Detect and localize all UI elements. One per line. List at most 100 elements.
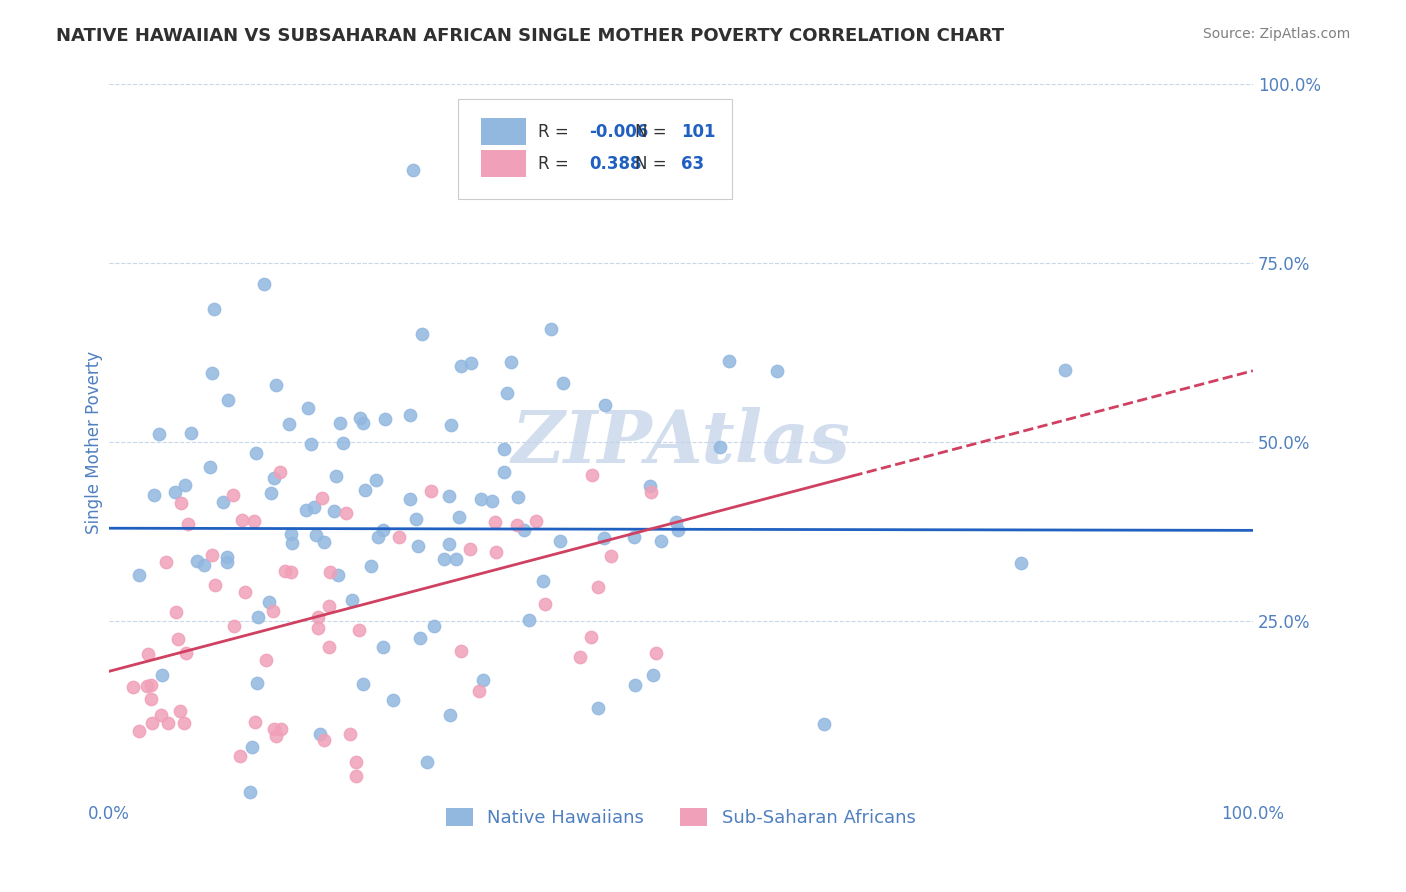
FancyBboxPatch shape <box>481 118 526 145</box>
FancyBboxPatch shape <box>481 150 526 178</box>
Point <box>416 755 439 769</box>
Point <box>319 565 342 579</box>
Point <box>242 514 264 528</box>
Point <box>122 680 145 694</box>
Point <box>150 707 173 722</box>
Point <box>553 376 575 390</box>
Point <box>311 491 333 505</box>
Point <box>352 416 374 430</box>
Point <box>650 534 672 549</box>
Point <box>367 530 389 544</box>
Point <box>263 722 285 736</box>
Point <box>665 515 688 529</box>
Point <box>247 610 270 624</box>
Point <box>254 653 277 667</box>
Point <box>198 460 221 475</box>
Point <box>170 496 193 510</box>
Point <box>240 740 263 755</box>
Point <box>382 693 405 707</box>
Point <box>180 426 202 441</box>
FancyBboxPatch shape <box>458 99 733 199</box>
Point <box>335 506 357 520</box>
Point <box>257 595 280 609</box>
Point <box>499 355 522 369</box>
Point <box>593 532 616 546</box>
Point <box>217 392 239 407</box>
Point <box>278 417 301 431</box>
Point <box>264 378 287 392</box>
Point <box>264 729 287 743</box>
Point <box>305 527 328 541</box>
Point <box>402 163 425 178</box>
Legend: Native Hawaiians, Sub-Saharan Africans: Native Hawaiians, Sub-Saharan Africans <box>439 800 922 834</box>
Point <box>281 536 304 550</box>
Point <box>169 704 191 718</box>
Point <box>297 401 319 415</box>
Point <box>534 597 557 611</box>
Point <box>624 678 647 692</box>
Point <box>262 604 284 618</box>
Text: 101: 101 <box>681 123 716 141</box>
Point <box>318 599 340 614</box>
Point <box>406 539 429 553</box>
Point <box>411 326 433 341</box>
Point <box>439 707 461 722</box>
Point <box>645 646 668 660</box>
Point <box>340 593 363 607</box>
Point <box>371 524 394 538</box>
Point <box>470 491 492 506</box>
Point <box>165 605 187 619</box>
Point <box>128 723 150 738</box>
Point <box>1053 363 1076 377</box>
Point <box>349 410 371 425</box>
Point <box>150 668 173 682</box>
Point <box>352 677 374 691</box>
Y-axis label: Single Mother Poverty: Single Mother Poverty <box>86 351 103 534</box>
Point <box>581 467 603 482</box>
Point <box>204 301 226 316</box>
Point <box>269 465 291 479</box>
Point <box>813 717 835 731</box>
Point <box>307 610 329 624</box>
Point <box>409 632 432 646</box>
Point <box>274 564 297 578</box>
Point <box>533 574 555 589</box>
Point <box>360 558 382 573</box>
Point <box>420 483 443 498</box>
Point <box>540 322 562 336</box>
Point <box>141 678 163 692</box>
Point <box>163 484 186 499</box>
Point <box>302 500 325 515</box>
Point <box>307 621 329 635</box>
Point <box>309 727 332 741</box>
Point <box>718 354 741 368</box>
Point <box>141 692 163 706</box>
Point <box>484 515 506 529</box>
Point <box>579 630 602 644</box>
Point <box>217 555 239 569</box>
Text: R =: R = <box>538 123 574 141</box>
Point <box>325 468 347 483</box>
Point <box>638 478 661 492</box>
Point <box>299 437 322 451</box>
Point <box>569 649 592 664</box>
Text: -0.006: -0.006 <box>589 123 648 141</box>
Point <box>328 568 350 582</box>
Point <box>437 536 460 550</box>
Point <box>215 550 238 565</box>
Point <box>339 726 361 740</box>
Point <box>224 618 246 632</box>
Point <box>623 530 645 544</box>
Point <box>280 565 302 579</box>
Point <box>245 446 267 460</box>
Text: Source: ZipAtlas.com: Source: ZipAtlas.com <box>1202 27 1350 41</box>
Point <box>332 436 354 450</box>
Point <box>136 647 159 661</box>
Point <box>1010 556 1032 570</box>
Text: ZIPAtlas: ZIPAtlas <box>512 407 851 478</box>
Point <box>323 504 346 518</box>
Point <box>280 526 302 541</box>
Point <box>586 701 609 715</box>
Point <box>643 667 665 681</box>
Point <box>460 356 482 370</box>
